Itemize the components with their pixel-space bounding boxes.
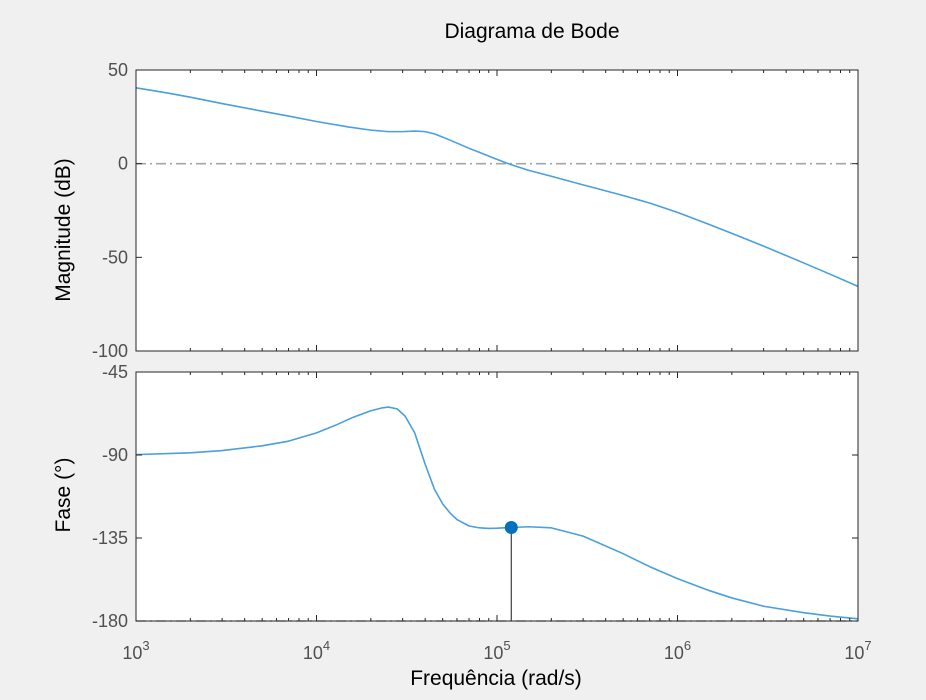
phase-axis-title: Fase (°) bbox=[52, 458, 75, 533]
x-tick-label: 103 bbox=[122, 638, 149, 663]
magnitude-ytick-label: 50 bbox=[108, 60, 128, 80]
phase-ytick-label: -135 bbox=[92, 528, 128, 548]
phase-ytick-label: -90 bbox=[102, 445, 128, 465]
chart-title: Diagrama de Bode bbox=[444, 20, 619, 43]
x-axis-title: Frequência (rad/s) bbox=[410, 667, 582, 690]
phase-axes[interactable]: -180 -135 -90 -45 103 104 105 106 107 bbox=[92, 362, 872, 663]
magnitude-ytick-label: 0 bbox=[118, 154, 128, 174]
magnitude-axis-title: Magnitude (dB) bbox=[52, 158, 75, 302]
phase-plot-area[interactable] bbox=[136, 372, 858, 621]
magnitude-ytick-label: -50 bbox=[102, 247, 128, 267]
phase-margin-marker[interactable] bbox=[504, 520, 518, 534]
magnitude-plot-area[interactable] bbox=[136, 70, 858, 351]
phase-series-line bbox=[135, 406, 859, 620]
x-tick-label: 104 bbox=[303, 638, 330, 663]
magnitude-axes[interactable]: -100 -50 0 50 bbox=[92, 60, 859, 361]
phase-ytick-label: -45 bbox=[102, 362, 128, 382]
magnitude-series-line bbox=[135, 87, 859, 288]
magnitude-ytick-label: -100 bbox=[92, 341, 128, 361]
phase-ytick-label: -180 bbox=[92, 611, 128, 631]
x-tick-label: 106 bbox=[664, 638, 691, 663]
x-tick-label: 107 bbox=[844, 638, 871, 663]
x-tick-label: 105 bbox=[483, 638, 510, 663]
